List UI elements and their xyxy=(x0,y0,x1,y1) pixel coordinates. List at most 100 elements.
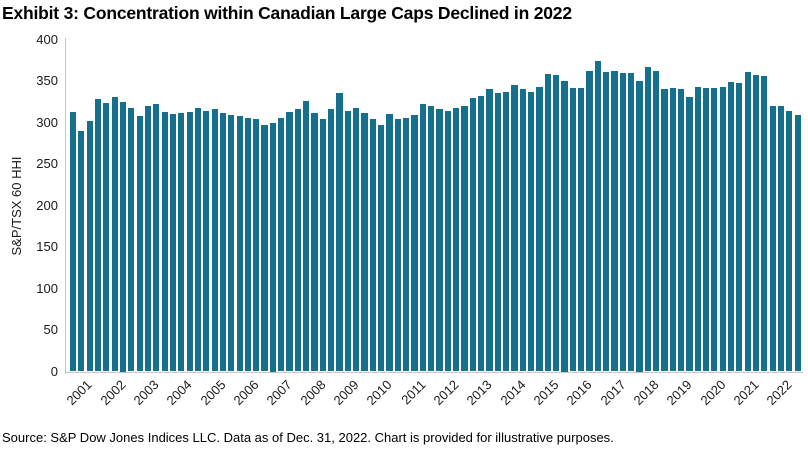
bar xyxy=(419,104,426,372)
y-tick-label: 250 xyxy=(36,156,58,171)
bar xyxy=(752,75,760,372)
y-tick-label: 150 xyxy=(36,239,58,254)
y-tick-label: 400 xyxy=(36,31,58,47)
bar xyxy=(769,105,776,372)
bar xyxy=(586,71,593,372)
bar xyxy=(494,93,501,372)
bar xyxy=(253,119,260,372)
bar xyxy=(144,105,152,372)
bar xyxy=(311,112,318,372)
bar xyxy=(711,88,718,372)
y-tick-label: 350 xyxy=(36,73,58,88)
bar xyxy=(386,114,393,372)
bar xyxy=(344,110,351,372)
bar xyxy=(86,120,93,372)
bar xyxy=(661,89,668,372)
bar xyxy=(228,115,235,372)
bar xyxy=(603,71,610,372)
y-tick-label: 0 xyxy=(50,363,58,379)
bar xyxy=(611,71,618,372)
y-tick-label: 50 xyxy=(43,322,58,337)
bar xyxy=(169,114,177,372)
bar xyxy=(269,122,276,372)
bar xyxy=(786,110,793,372)
bar xyxy=(736,82,743,372)
y-tick-label: 200 xyxy=(36,197,58,213)
bar xyxy=(511,85,518,372)
bar xyxy=(261,124,268,372)
bar xyxy=(794,115,801,372)
bar xyxy=(294,109,301,372)
bar xyxy=(203,110,210,372)
bar xyxy=(111,96,118,372)
bar xyxy=(519,89,526,372)
bar xyxy=(128,107,135,372)
bar xyxy=(686,96,693,372)
bar xyxy=(244,118,252,372)
bar xyxy=(194,107,202,372)
bar xyxy=(561,81,568,372)
bar xyxy=(553,75,560,372)
bar xyxy=(394,119,401,372)
bar xyxy=(186,111,193,372)
bar xyxy=(744,71,751,372)
bar xyxy=(628,72,635,372)
y-axis-line xyxy=(65,38,66,374)
bar xyxy=(286,111,293,372)
bar xyxy=(727,81,735,372)
bar xyxy=(636,81,643,372)
bar xyxy=(761,76,768,372)
bar xyxy=(278,118,285,372)
bar xyxy=(103,102,110,372)
bar xyxy=(119,101,127,372)
bar xyxy=(136,115,143,372)
bar xyxy=(369,119,376,372)
bar xyxy=(94,99,102,372)
chart-title: Exhibit 3: Concentration within Canadian… xyxy=(2,3,572,23)
bar xyxy=(702,88,710,372)
bar xyxy=(528,91,535,372)
bar xyxy=(211,109,218,372)
bar xyxy=(694,86,701,372)
bar xyxy=(378,124,385,372)
bar xyxy=(653,71,660,372)
x-axis-line xyxy=(65,372,803,373)
bar xyxy=(353,107,360,372)
y-tick-label: 300 xyxy=(36,114,58,130)
source-note: Source: S&P Dow Jones Indices LLC. Data … xyxy=(2,430,614,445)
bar xyxy=(478,95,485,372)
bar xyxy=(453,108,460,372)
bar xyxy=(319,119,326,372)
bar xyxy=(677,89,685,372)
bar xyxy=(569,88,576,372)
bar xyxy=(411,115,418,372)
bar xyxy=(303,100,310,372)
bar xyxy=(69,111,77,372)
bar xyxy=(578,87,585,372)
bar xyxy=(536,86,543,372)
bar xyxy=(544,73,551,372)
bar xyxy=(219,112,227,372)
bar xyxy=(503,91,510,372)
bar xyxy=(178,113,185,372)
bar xyxy=(236,115,243,372)
bar xyxy=(361,112,368,372)
bar xyxy=(777,105,785,372)
bar xyxy=(153,104,160,372)
bar xyxy=(428,105,435,372)
bar xyxy=(461,105,468,372)
bar xyxy=(594,61,601,372)
bar xyxy=(336,93,343,372)
y-tick-label: 100 xyxy=(36,280,58,296)
bar xyxy=(436,109,443,372)
bar xyxy=(619,72,626,372)
bar xyxy=(328,109,335,372)
bar xyxy=(486,89,493,372)
bar xyxy=(78,130,85,372)
bar xyxy=(161,111,168,372)
bar xyxy=(644,66,651,372)
bar xyxy=(719,86,726,372)
bar xyxy=(669,88,676,372)
bar xyxy=(403,117,410,372)
